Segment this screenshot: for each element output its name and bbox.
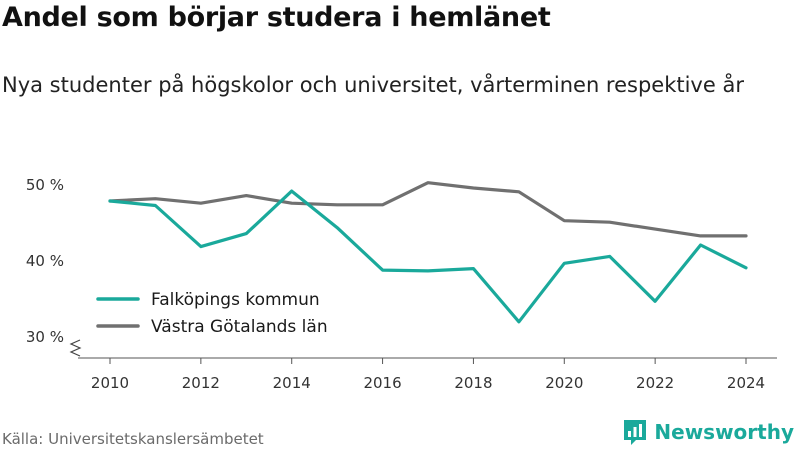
y-tick-label: 40 % [26,252,64,270]
series-line-västra-götalands-län [108,181,748,238]
x-tick-label: 2016 [363,374,401,392]
legend-label: Falköpings kommun [151,290,320,310]
brand-name: Newsworthy [654,420,794,444]
x-tick-label: 2022 [636,374,674,392]
x-tick-label: 2020 [545,374,583,392]
series-line-falköpings-kommun [108,189,748,324]
chart-subtitle: Nya studenter på högskolor och universit… [2,73,744,97]
y-tick-label: 30 % [26,328,64,346]
legend-background [90,283,345,345]
x-tick-label: 2024 [727,374,765,392]
source-note: Källa: Universitetskanslersämbetet [2,430,264,448]
brand-logo: Newsworthy [622,418,794,446]
x-tick-label: 2010 [91,374,129,392]
y-tick-label: 50 % [26,176,64,194]
bar-chart-logo-icon [624,420,647,445]
x-tick-label: 2018 [454,374,492,392]
axis-break-icon [69,339,82,357]
x-tick-label: 2012 [182,374,220,392]
legend-label: Västra Götalands län [151,317,328,337]
x-tick-label: 2014 [273,374,311,392]
chart-title: Andel som börjar studera i hemlänet [2,2,551,33]
